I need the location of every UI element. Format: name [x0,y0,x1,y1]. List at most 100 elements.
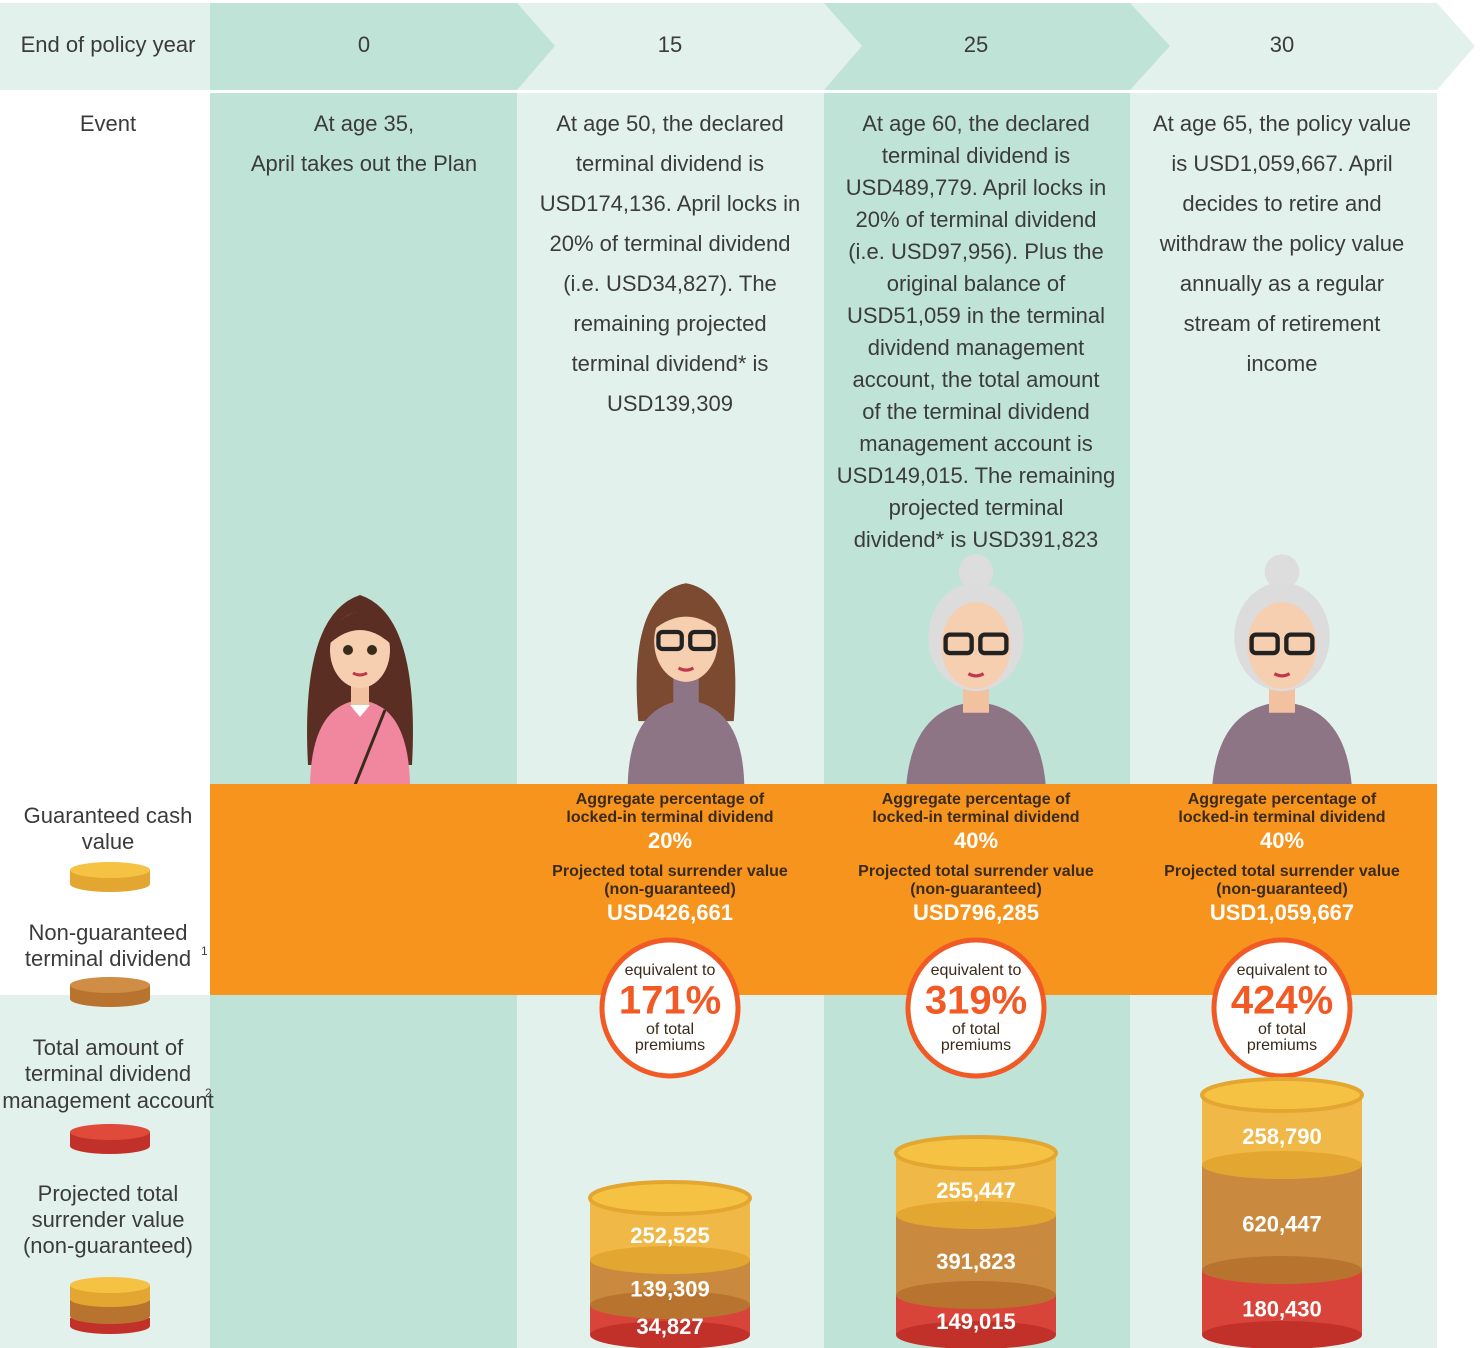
surrender-value: USD1,059,667 [1210,900,1354,925]
legend-label: Non-guaranteed [28,920,187,945]
year: 0 [358,32,370,57]
stack-value: 391,823 [936,1249,1016,1274]
event-text: USD139,309 [607,391,733,416]
circle-text: premiums [941,1037,1011,1054]
event-text: At age 35, [314,111,414,136]
event-text: original balance of [887,271,1066,296]
header-arrow [1130,3,1475,90]
year: 25 [964,32,988,57]
legend-label: terminal dividend [25,1061,191,1086]
legend-label: Projected total [38,1181,179,1206]
header-arrow [210,3,555,90]
orange-label: Projected total surrender value [552,863,788,880]
legend-coin-stack [70,1277,150,1334]
orange-label: Projected total surrender value [1164,863,1400,880]
header-label: End of policy year [21,32,196,57]
coin-top [1202,1079,1362,1111]
event-text: of the terminal dividend [862,399,1089,424]
surrender-value: USD426,661 [607,900,733,925]
header-arrow [824,3,1170,90]
circle-text: equivalent to [931,962,1022,979]
year: 30 [1270,32,1294,57]
footnote-mark: 2 [205,1086,212,1100]
legend-label: management account [2,1088,214,1113]
coin-top [896,1137,1056,1169]
legend-label: Total amount of [33,1035,184,1060]
orange-label: (non-guaranteed) [604,881,736,898]
event-text: decides to retire and [1182,191,1381,216]
stack-value: 149,015 [936,1309,1016,1334]
locked-percentage: 40% [1260,828,1304,853]
event-text: April takes out the Plan [251,151,477,176]
circle-text: equivalent to [625,962,716,979]
stack-value: 255,447 [936,1178,1016,1203]
event-text: 20% of terminal dividend [550,231,791,256]
orange-label: Aggregate percentage of [882,791,1071,808]
coin-layer [896,1281,1056,1309]
circle-text: equivalent to [1237,962,1328,979]
stack-value: 34,827 [636,1314,703,1339]
event-text: USD489,779. April locks in [846,175,1106,200]
stack-value: 180,430 [1242,1296,1322,1321]
circle-text: of total [952,1021,1000,1038]
event-label: Event [80,111,136,136]
event-text: withdraw the policy value [1159,231,1405,256]
orange-label: Projected total surrender value [858,863,1094,880]
event-text: (i.e. USD97,956). Plus the [848,239,1104,264]
orange-label: locked-in terminal dividend [872,809,1079,826]
event-text: management account is [859,431,1093,456]
event-text: At age 65, the policy value [1153,111,1411,136]
header-arrow [517,3,862,90]
event-text: terminal dividend* is [572,351,769,376]
year: 15 [658,32,682,57]
circle-percentage: 171% [619,979,721,1023]
event-text: dividend* is USD391,823 [854,527,1099,552]
legend-coin [70,977,150,1007]
event-text: remaining projected [573,311,766,336]
legend-label: (non-guaranteed) [23,1233,193,1258]
stack-value: 258,790 [1242,1124,1322,1149]
circle-percentage: 424% [1231,979,1333,1023]
locked-percentage: 20% [648,828,692,853]
legend-label: value [82,829,135,854]
event-text: terminal dividend is [882,143,1070,168]
circle-text: of total [1258,1021,1306,1038]
circle-text: of total [646,1021,694,1038]
event-text: USD174,136. April locks in [540,191,800,216]
legend-label: surrender value [32,1207,185,1232]
legend-label: terminal dividend [25,946,191,971]
orange-label: Aggregate percentage of [576,791,765,808]
legend-coin [70,1124,150,1154]
coin-layer [896,1201,1056,1229]
coin-layer [1202,1321,1362,1348]
stack-value: 620,447 [1242,1211,1322,1236]
circle-text: premiums [635,1037,705,1054]
coin-layer [590,1246,750,1274]
footnote-mark: 1 [201,944,208,958]
circle-text: premiums [1247,1037,1317,1054]
event-text: income [1247,351,1318,376]
coin-top [590,1182,750,1214]
event-text: (i.e. USD34,827). The [563,271,777,296]
event-text: is USD1,059,667. April [1171,151,1392,176]
locked-percentage: 40% [954,828,998,853]
event-text: 20% of terminal dividend [856,207,1097,232]
orange-label: Aggregate percentage of [1188,791,1377,808]
event-text: At age 50, the declared [556,111,784,136]
event-text: USD51,059 in the terminal [847,303,1105,328]
legend-label: Guaranteed cash [24,803,193,828]
event-text: dividend management [868,335,1084,360]
surrender-value: USD796,285 [913,900,1039,925]
coin-layer [1202,1151,1362,1179]
legend-coin [70,862,150,892]
stack-value: 139,309 [630,1276,710,1301]
coin-layer [1202,1256,1362,1284]
event-text: At age 60, the declared [862,111,1090,136]
orange-label: (non-guaranteed) [1216,881,1348,898]
event-text: projected terminal [889,495,1064,520]
orange-label: locked-in terminal dividend [566,809,773,826]
event-text: stream of retirement [1184,311,1381,336]
stack-value: 252,525 [630,1223,710,1248]
orange-label: (non-guaranteed) [910,881,1042,898]
orange-label: locked-in terminal dividend [1178,809,1385,826]
